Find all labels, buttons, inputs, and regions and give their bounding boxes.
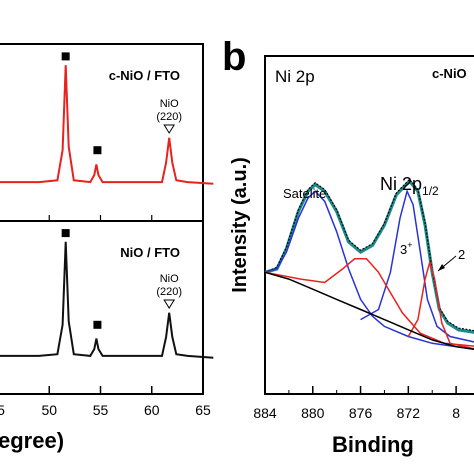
panel-b-x-tick-label: 876 — [349, 405, 373, 421]
fto-peak-marker-0 — [61, 229, 70, 238]
panel-b-frame — [264, 55, 474, 395]
panel-a-xrd: NiO(220) NiO(220) c-NiO / FTO NiO / FTO … — [0, 43, 214, 453]
panel-b-xps: b Ni 2p c-NiO Satelite Ni 2p1/2 3+ 2 Int… — [222, 35, 474, 457]
xps-ni2-fit — [407, 259, 474, 350]
panel-b-letter: b — [222, 35, 246, 79]
panel-b-title: Ni 2p — [275, 67, 315, 86]
panel-a-x-tick-label: 55 — [93, 402, 109, 418]
xrd-curve-nio — [0, 241, 214, 359]
panel-a-x-axis-label: egree) — [0, 428, 64, 453]
panel-a-x-tick-label: 65 — [195, 402, 211, 418]
panel-a-x-tick-label: 5 — [0, 402, 5, 418]
satelite-annotation: Satelite — [283, 186, 326, 201]
panel-b-x-tick-label: 884 — [253, 405, 277, 421]
panel-b-legend-partial: c-NiO — [432, 66, 467, 81]
series-label-bottom: NiO / FTO — [120, 245, 180, 260]
fto-peak-marker-0 — [61, 52, 70, 61]
peak-label-nio: NiO — [160, 273, 179, 285]
xps-raw-data — [264, 178, 474, 332]
panel-a-x-tick-label: 50 — [41, 402, 57, 418]
peak-label-nio: NiO — [160, 98, 179, 110]
xps-satellite-fit — [264, 190, 474, 351]
ni2p-sub: 1/2 — [422, 184, 439, 198]
fto-peak-marker-1 — [93, 146, 102, 155]
ni2-pointer-arrowhead — [438, 264, 445, 271]
peak-label-220: (220) — [156, 286, 182, 298]
fto-peak-marker-1 — [93, 320, 102, 329]
panel-b-y-axis-label: Intensity (a.u.) — [229, 157, 251, 293]
nio-peak-marker — [163, 124, 176, 134]
panel-b-x-axis-label: Binding — [332, 432, 414, 457]
ni3-annotation: 3+ — [400, 240, 413, 257]
xrd-curve-c-nio — [0, 65, 214, 185]
ni3-num: 3 — [400, 242, 407, 257]
ni2p-annotation: Ni 2p1/2 — [380, 174, 439, 198]
peak-label-220: (220) — [156, 111, 182, 123]
panel-a-x-tick-label: 60 — [144, 402, 160, 418]
xps-shirley-background — [264, 271, 474, 351]
ni3-sup: + — [407, 240, 412, 250]
ni2p-main: Ni 2p — [380, 174, 422, 194]
nio-peak-marker — [163, 299, 176, 309]
ni2-annotation: 2 — [458, 247, 465, 262]
panel-b-x-tick-label: 8 — [452, 405, 460, 421]
panel-b-x-tick-label: 872 — [397, 405, 421, 421]
series-label-top: c-NiO / FTO — [109, 68, 180, 83]
panel-b-x-tick-label: 880 — [301, 405, 325, 421]
xps-envelope-thick — [264, 178, 474, 334]
xps-broad-red-fit — [264, 258, 474, 347]
